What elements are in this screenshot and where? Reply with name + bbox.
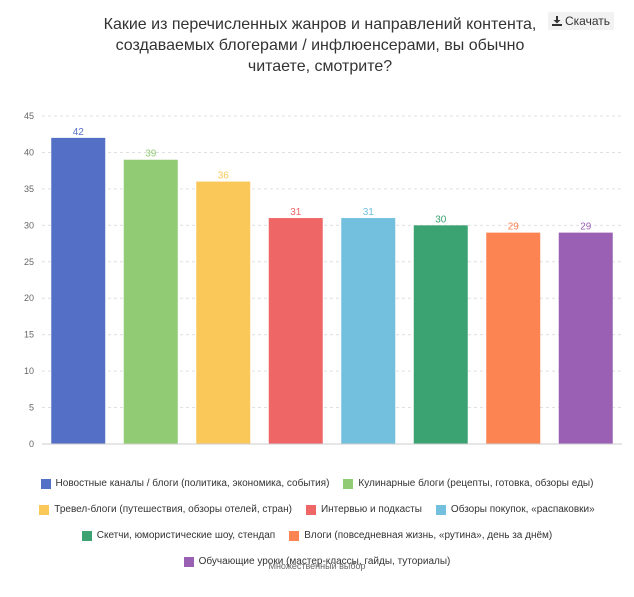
chart-title: Какие из перечисленных жанров и направле… (103, 16, 537, 75)
y-tick-label: 35 (24, 184, 34, 194)
bar (486, 232, 541, 444)
bar-value-label: 31 (290, 207, 302, 218)
bar-value-label: 36 (218, 171, 230, 182)
bar-chart: 0 5 10 15 20 25 30 35 40 45 42 39 36 31 31 30 29 29 (24, 111, 622, 449)
legend-swatch (289, 531, 300, 541)
bar-value-label: 31 (363, 207, 375, 218)
download-button[interactable]: Скачать (548, 12, 614, 30)
legend-label: Интервью и подкасты (320, 504, 422, 515)
download-icon (552, 16, 562, 26)
bar (268, 218, 323, 444)
legend-item[interactable]: Тревел-блоги (путешествия, обзоры отелей… (39, 503, 292, 517)
legend: Новостные каналы / блоги (политика, экон… (20, 477, 614, 569)
y-tick-label: 10 (24, 366, 34, 376)
bar-value-label: 30 (435, 214, 447, 225)
legend-swatch (305, 505, 316, 515)
legend-label: Новостные каналы / блоги (политика, экон… (55, 478, 330, 489)
bar-value-label: 29 (508, 222, 520, 233)
legend-label: Обзоры покупок, «распаковки» (450, 504, 595, 515)
y-tick-label: 25 (24, 257, 34, 267)
bars (51, 137, 613, 444)
y-tick-label: 40 (24, 147, 34, 157)
y-tick-label: 20 (24, 293, 34, 303)
y-tick-label: 15 (24, 330, 34, 340)
legend-label: Скетчи, юмористические шоу, стендап (96, 530, 276, 541)
bar-value-label: 39 (145, 149, 157, 160)
footnote: Множественный выбор (268, 561, 366, 571)
legend-label: Обучающие уроки (мастер-классы, гайды, т… (198, 556, 451, 567)
legend-swatch (40, 479, 51, 489)
download-label: Скачать (565, 14, 610, 28)
legend-item[interactable]: Интервью и подкасты (305, 503, 422, 517)
bar (51, 137, 106, 444)
bar (196, 181, 251, 444)
legend-item[interactable]: Обзоры покупок, «распаковки» (435, 503, 595, 517)
bar (413, 225, 468, 444)
legend-swatch (435, 505, 446, 515)
bar-value-label: 29 (580, 222, 592, 233)
y-tick-label: 5 (29, 403, 34, 413)
legend-swatch (343, 479, 354, 489)
legend-item[interactable]: Новостные каналы / блоги (политика, экон… (40, 477, 330, 491)
y-axis-ticks: 0 5 10 15 20 25 30 35 40 45 (24, 111, 34, 449)
legend-item[interactable]: Влоги (повседневная жизнь, «рутина», ден… (289, 529, 552, 543)
legend-swatch (81, 531, 92, 541)
data-labels: 42 39 36 31 31 30 29 29 (73, 127, 592, 233)
y-tick-label: 30 (24, 220, 34, 230)
y-tick-label: 0 (29, 439, 34, 449)
legend-label: Тревел-блоги (путешествия, обзоры отелей… (54, 504, 292, 515)
y-tick-label: 45 (24, 111, 34, 121)
legend-label: Влоги (повседневная жизнь, «рутина», ден… (304, 530, 553, 541)
bar (558, 232, 613, 444)
bar (341, 218, 396, 444)
bar (123, 159, 178, 444)
legend-swatch (183, 557, 194, 567)
legend-swatch (39, 505, 50, 515)
legend-item[interactable]: Кулинарные блоги (рецепты, готовка, обзо… (343, 477, 593, 491)
legend-label: Кулинарные блоги (рецепты, готовка, обзо… (358, 478, 594, 489)
legend-item[interactable]: Обучающие уроки (мастер-классы, гайды, т… (183, 555, 451, 569)
bar-value-label: 42 (73, 127, 85, 138)
legend-item[interactable]: Скетчи, юмористические шоу, стендап (81, 529, 276, 543)
